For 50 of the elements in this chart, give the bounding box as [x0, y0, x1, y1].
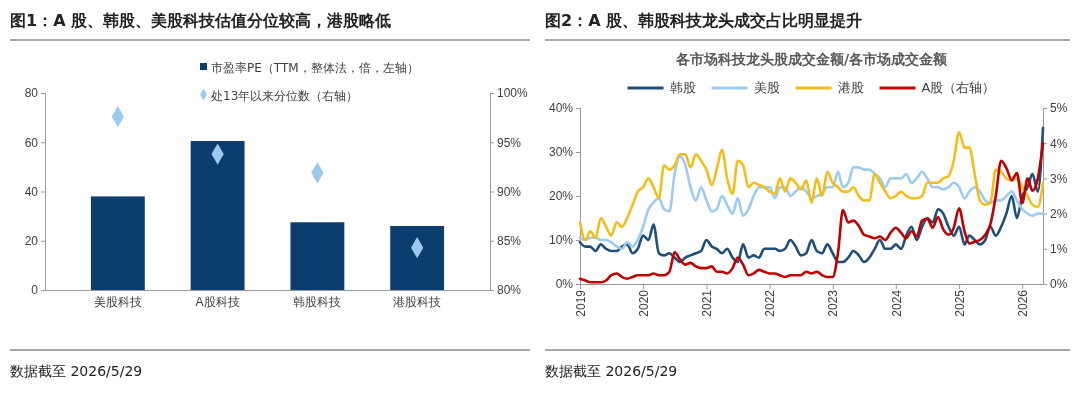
bar — [290, 222, 345, 290]
legend-label: 韩股 — [669, 80, 696, 95]
y-tick-label: 20 — [24, 234, 39, 249]
y-tick-label: 40 — [24, 184, 39, 199]
text: 数据截至 2026/5/29 — [10, 363, 143, 379]
y-tick-label: 80 — [24, 86, 39, 101]
y2-tick-label: 100% — [497, 86, 529, 101]
bar — [190, 141, 245, 290]
legend-label: A股（右轴） — [921, 80, 996, 95]
legend-label: 港股 — [837, 80, 864, 95]
x-tick-label: 美股科技 — [93, 295, 142, 310]
chart-title: 图2：A 股、韩股科技龙头成交占比明显提升 — [545, 11, 863, 30]
y2-tick-label: 2% — [1050, 206, 1068, 221]
x-tick-label: 2023 — [826, 289, 841, 317]
x-tick-label: 2021 — [700, 289, 715, 317]
x-tick-label: 2022 — [763, 289, 778, 317]
y2-tick-label: 85% — [497, 234, 522, 249]
y-tick-label: 10% — [548, 233, 574, 248]
legend-label: 市盈率PE（TTM，整体法，倍，左轴） — [211, 61, 419, 75]
y2-tick-label: 0% — [1050, 277, 1068, 292]
line-series — [578, 130, 1045, 242]
text: 数据截至 2026/5/29 — [545, 363, 678, 379]
y-tick-label: 0 — [31, 283, 39, 298]
y2-tick-label: 90% — [497, 184, 522, 199]
bar — [90, 196, 145, 290]
x-tick-label: A股科技 — [195, 295, 240, 310]
y2-tick-label: 1% — [1050, 242, 1068, 257]
y-tick-label: 0% — [555, 277, 574, 292]
line-series — [578, 155, 1045, 251]
chart-subtitle: 各市场科技龙头股成交金额/各市场成交金额 — [674, 51, 949, 67]
x-tick-label: 港股科技 — [393, 295, 442, 310]
x-tick-label: 2026 — [1015, 289, 1030, 317]
y2-tick-label: 95% — [497, 135, 522, 150]
y2-tick-label: 3% — [1050, 171, 1068, 186]
legend-label: 处13年以来分位数（右轴） — [211, 89, 359, 103]
x-tick-label: 2025 — [952, 289, 967, 317]
x-tick-label: 韩股科技 — [293, 295, 342, 310]
x-tick-label: 2020 — [636, 289, 651, 317]
y-tick-label: 30% — [548, 145, 574, 160]
y2-tick-label: 5% — [1050, 101, 1068, 116]
legend-label: 美股 — [753, 80, 780, 95]
y-tick-label: 20% — [548, 189, 574, 204]
chart-title: 图1：A 股、韩股、美股科技估值分位较高，港股略低 — [10, 11, 392, 30]
bar — [390, 225, 445, 290]
y2-tick-label: 4% — [1050, 136, 1068, 151]
x-tick-label: 2019 — [573, 289, 588, 317]
y2-tick-label: 80% — [497, 283, 522, 298]
y-tick-label: 60 — [24, 135, 39, 150]
x-tick-label: 2024 — [889, 289, 904, 317]
y-tick-label: 40% — [548, 101, 574, 116]
